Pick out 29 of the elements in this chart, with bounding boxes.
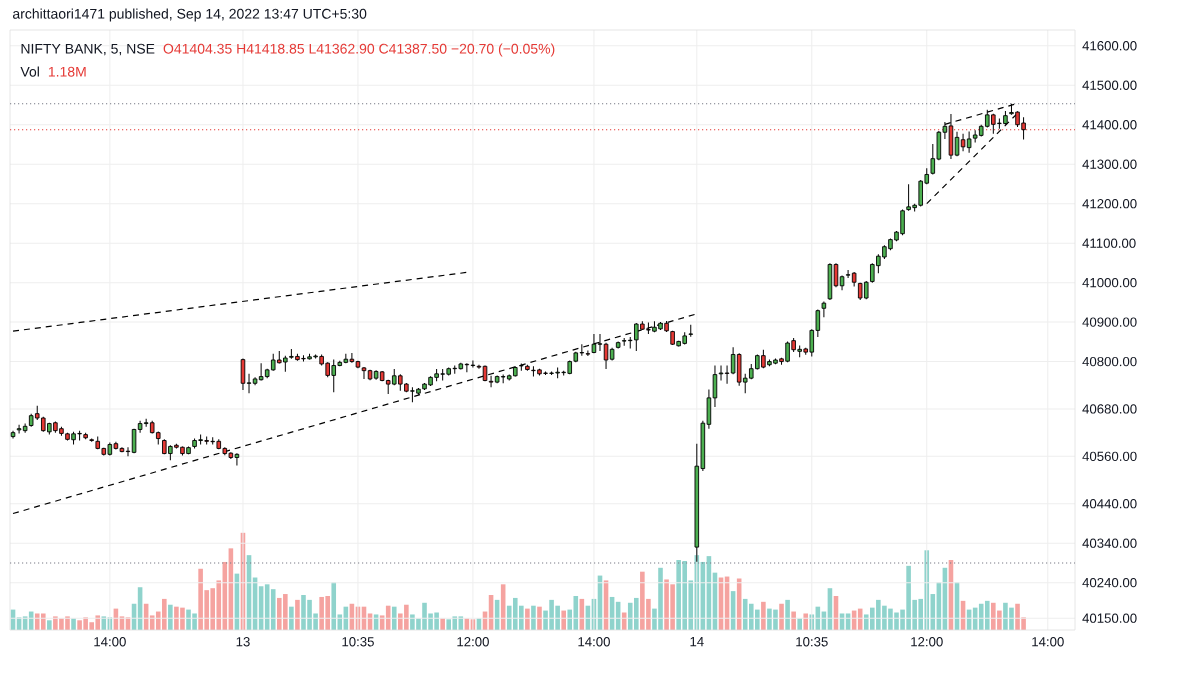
text: O41404.35 H41418.85 L41362.90 C41387.50 −20.70 (−0.05%) <box>163 43 555 57</box>
y-tick-label: 41300.00 <box>1082 159 1137 169</box>
y-tick-label: 40340.00 <box>1082 538 1137 548</box>
y-tick-label: 40680.00 <box>1082 404 1137 414</box>
chart-title: Vol <box>20 66 39 77</box>
x-tick-label: 10:35 <box>342 637 374 647</box>
x-tick-label: 12:00 <box>457 637 489 647</box>
y-tick-label: 40560.00 <box>1082 451 1137 461</box>
y-tick-label: 40150.00 <box>1082 613 1137 623</box>
x-tick-label: 12:00 <box>911 637 943 647</box>
x-tick-label: 14 <box>690 637 704 647</box>
text: NIFTY BANK, 5, NSE <box>21 43 155 56</box>
x-tick-label: 13 <box>236 637 250 647</box>
y-tick-label: 41000.00 <box>1082 277 1137 288</box>
chart-subtitle: 1.18M <box>48 66 86 77</box>
y-tick-label: 41600.00 <box>1082 41 1137 51</box>
text: archittaori1471 published, Sep 14, 2022 13:47 UTC+5:30 <box>13 8 367 22</box>
x-tick-label: 14:00 <box>1032 637 1064 647</box>
x-tick-label: 10:35 <box>796 637 828 647</box>
y-tick-label: 40240.00 <box>1082 577 1137 588</box>
y-tick-label: 41200.00 <box>1082 199 1137 209</box>
y-tick-label: 40900.00 <box>1082 317 1137 327</box>
x-tick-label: 14:00 <box>578 637 610 647</box>
y-tick-label: 41500.00 <box>1082 80 1137 90</box>
x-tick-label: 14:00 <box>94 637 126 647</box>
y-tick-label: 41400.00 <box>1082 120 1137 130</box>
y-tick-label: 40440.00 <box>1082 499 1137 509</box>
y-tick-label: 40800.00 <box>1082 356 1137 367</box>
y-tick-label: 41100.00 <box>1082 238 1136 248</box>
